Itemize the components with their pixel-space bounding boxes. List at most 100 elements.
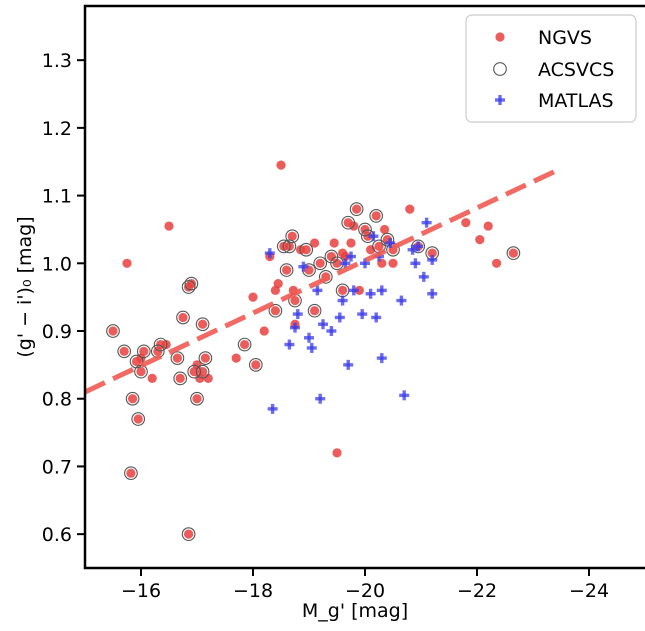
matlas-point: [284, 339, 295, 350]
acsvcs-point: [125, 391, 140, 406]
ngvs-point: [388, 258, 398, 268]
ngvs-point: [284, 241, 294, 251]
ngvs-point: [508, 248, 518, 258]
matlas-point: [357, 309, 368, 320]
acsvcs-point: [349, 202, 364, 216]
ngvs-point: [427, 248, 437, 258]
ngvs-point: [147, 373, 157, 384]
matlas-point: [396, 295, 407, 306]
ngvs-point: [251, 360, 261, 370]
ngvs-point: [186, 279, 196, 289]
acsvcs-point: [190, 391, 204, 406]
matlas-point: [318, 319, 328, 330]
acsvcs-point: [195, 317, 210, 332]
y-axis-ticks: 0.6 0.7 0.8 0.9 1.0 1.1 1.2 1.3: [42, 50, 85, 546]
x-axis-label: M_g' [mag]: [302, 600, 408, 622]
ngvs-point: [287, 231, 297, 241]
legend-label: ACSVCS: [538, 59, 614, 81]
ngvs-point: [301, 245, 311, 255]
acsvcs-point: [282, 239, 297, 254]
acsvcs-point: [279, 263, 294, 277]
ngvs-point: [475, 235, 485, 245]
matlas-point: [312, 285, 323, 296]
ngvs-point: [240, 339, 250, 350]
acsvcs-point: [248, 358, 263, 372]
ngvs-point: [374, 241, 384, 251]
y-tick-label: 0.9: [42, 321, 72, 343]
acsvcs-point: [268, 303, 283, 318]
matlas-point: [368, 231, 379, 242]
matlas-point: [292, 309, 303, 320]
acsvcs-point: [237, 337, 252, 352]
matlas-point: [371, 312, 382, 323]
acsvcs-point: [173, 371, 188, 386]
ngvs-point: [161, 339, 171, 350]
ngvs-point: [338, 285, 348, 295]
ngvs-point: [126, 468, 136, 478]
matlas-point: [413, 241, 424, 252]
ngvs-point: [128, 394, 138, 404]
acsvcs-series: [106, 202, 521, 541]
ngvs-point: [354, 285, 364, 295]
matlas-point: [348, 285, 359, 296]
y-tick-label: 1.3: [42, 50, 72, 72]
ngvs-point: [340, 251, 350, 262]
x-tick-label: −22: [457, 580, 497, 602]
ngvs-point: [164, 221, 174, 231]
acsvcs-point: [313, 256, 328, 271]
acsvcs-point: [285, 229, 300, 244]
y-axis-label: (g' − i')₀ [mag]: [14, 216, 36, 357]
acsvcs-point: [136, 344, 151, 359]
ngvs-point: [352, 204, 362, 214]
acsvcs-point: [307, 303, 322, 318]
acsvcs-point: [299, 242, 314, 257]
matlas-point: [407, 244, 418, 255]
ngvs-point: [231, 353, 241, 363]
x-axis-ticks: −16 −18 −20 −22 −24: [121, 568, 609, 602]
ngvs-point: [192, 394, 202, 404]
ngvs-point: [310, 238, 320, 248]
ngvs-point: [270, 306, 280, 316]
ngvs-point: [329, 238, 339, 248]
ngvs-point: [119, 346, 129, 356]
x-tick-label: −16: [121, 580, 161, 602]
matlas-point: [267, 403, 278, 414]
ngvs-point: [380, 224, 390, 235]
matlas-point: [264, 248, 275, 259]
legend: NGVS ACSVCS MATLAS: [465, 14, 637, 123]
ngvs-point: [332, 448, 342, 458]
matlas-point: [304, 332, 314, 343]
matlas-point: [376, 353, 387, 364]
acsvcs-point: [117, 344, 132, 359]
ngvs-point: [332, 258, 342, 268]
y-tick-label: 0.6: [42, 524, 72, 546]
y-tick-label: 1.0: [42, 253, 72, 275]
ngvs-point: [461, 218, 471, 228]
y-tick-label: 0.8: [42, 389, 72, 411]
ngvs-point: [175, 373, 185, 384]
ngvs-point: [200, 353, 210, 363]
ngvs-point: [492, 258, 502, 268]
matlas-point: [337, 295, 348, 306]
ngvs-point: [315, 258, 325, 268]
acsvcs-point: [153, 337, 168, 352]
acsvcs-point: [358, 222, 372, 237]
ngvs-point: [248, 292, 258, 302]
matlas-point: [298, 261, 309, 272]
ngvs-point: [276, 160, 286, 170]
ngvs-point: [282, 265, 292, 275]
matlas-point: [376, 285, 387, 296]
ngvs-point: [270, 285, 280, 295]
matlas-point: [410, 258, 421, 269]
matlas-point: [421, 217, 432, 228]
ngvs-point: [108, 326, 118, 336]
ngvs-point: [405, 204, 415, 214]
legend-marker: [495, 95, 505, 105]
ngvs-point: [122, 258, 132, 268]
acsvcs-point: [176, 310, 190, 325]
ngvs-point: [172, 353, 182, 363]
matlas-point: [343, 359, 354, 370]
acsvcs-point: [195, 364, 210, 379]
ngvs-point: [259, 326, 269, 336]
